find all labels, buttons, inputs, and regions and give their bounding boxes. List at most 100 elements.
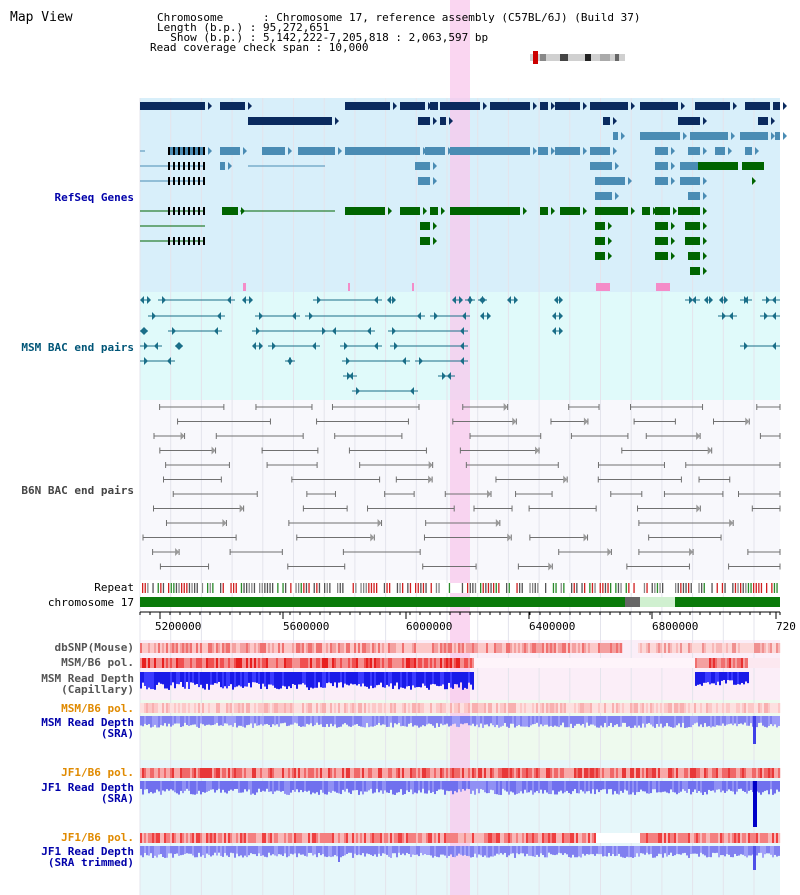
- polymorphism-bin: [328, 703, 331, 713]
- polymorphism-bin: [272, 833, 275, 843]
- polymorphism-bin: [334, 833, 337, 843]
- polymorphism-bin: [284, 658, 287, 668]
- polymorphism-bin: [544, 703, 547, 713]
- depth-bin: [732, 716, 734, 726]
- depth-bin: [414, 846, 416, 855]
- polymorphism-bin: [735, 658, 738, 668]
- polymorphism-bin: [322, 768, 325, 778]
- polymorphism-bin: [378, 768, 381, 778]
- exon-tick: [193, 162, 195, 170]
- depth-bin: [194, 716, 196, 725]
- depth-bin: [676, 716, 678, 726]
- polymorphism-bin: [588, 703, 591, 713]
- polymorphism-bin: [576, 643, 579, 653]
- polymorphism-bin: [470, 643, 473, 653]
- polymorphism-bin: [300, 643, 303, 653]
- track-label-jf1-depth-trimmed[interactable]: JF1 Read Depth (SRA trimmed): [41, 845, 134, 869]
- polymorphism-bin: [748, 643, 751, 653]
- polymorphism-bin: [694, 703, 697, 713]
- gene-feature: [262, 147, 285, 155]
- polymorphism-bin: [614, 643, 617, 653]
- track-label-repeat[interactable]: Repeat: [94, 581, 134, 594]
- polymorphism-bin: [690, 768, 693, 778]
- polymorphism-bin: [474, 833, 477, 843]
- track-label-msm-depth-capillary[interactable]: MSM Read Depth (Capillary): [41, 672, 134, 696]
- polymorphism-bin: [430, 703, 433, 713]
- polymorphism-bin: [268, 658, 271, 668]
- gene-feature: [775, 132, 780, 140]
- polymorphism-bin: [418, 643, 421, 653]
- polymorphism-bin: [292, 643, 295, 653]
- polymorphism-bin: [436, 703, 439, 713]
- depth-bin: [442, 672, 444, 685]
- polymorphism-bin: [156, 833, 159, 843]
- depth-bin: [172, 781, 174, 791]
- depth-bin: [156, 781, 158, 790]
- depth-bin: [370, 716, 372, 727]
- polymorphism-bin: [544, 833, 547, 843]
- depth-bin: [344, 716, 346, 724]
- track-label-refseq[interactable]: RefSeq Genes: [54, 191, 134, 204]
- polymorphism-bin: [168, 703, 171, 713]
- track-label-chromosome[interactable]: chromosome 17: [47, 596, 134, 609]
- polymorphism-bin: [434, 703, 437, 713]
- track-label-msm-pol[interactable]: MSM/B6 pol.: [61, 656, 134, 669]
- polymorphism-bin: [464, 643, 467, 653]
- track-label-msm-pol-2[interactable]: MSM/B6 pol.: [61, 702, 134, 715]
- depth-bin: [352, 716, 354, 726]
- track-label-dbsnp[interactable]: dbSNP(Mouse): [54, 641, 134, 654]
- track-label-jf1-pol[interactable]: JF1/B6 pol.: [61, 766, 134, 779]
- depth-bin: [434, 716, 436, 728]
- polymorphism-bin: [580, 643, 583, 653]
- track-label-b6n-bac[interactable]: B6N BAC end pairs: [21, 484, 134, 497]
- depth-bin: [750, 781, 752, 791]
- depth-bin: [344, 781, 346, 792]
- polymorphism-bin: [376, 703, 379, 713]
- depth-bin: [310, 716, 312, 724]
- track-label-msm-depth-sra[interactable]: MSM Read Depth (SRA): [41, 716, 134, 740]
- depth-bin: [472, 846, 474, 858]
- polymorphism-bin: [680, 703, 683, 713]
- polymorphism-bin: [572, 703, 575, 713]
- depth-bin: [232, 672, 234, 690]
- depth-bin: [500, 781, 502, 795]
- depth-bin: [312, 781, 314, 793]
- polymorphism-bin: [520, 703, 523, 713]
- polymorphism-bin: [270, 658, 273, 668]
- polymorphism-bin: [542, 833, 545, 843]
- polymorphism-bin: [584, 703, 587, 713]
- polymorphism-bin: [476, 833, 479, 843]
- depth-bin: [300, 716, 302, 727]
- polymorphism-bin: [270, 643, 273, 653]
- polymorphism-bin: [600, 768, 603, 778]
- depth-bin: [694, 846, 696, 854]
- polymorphism-bin: [144, 703, 147, 713]
- track-label-msm-bac[interactable]: MSM BAC end pairs: [21, 341, 134, 354]
- polymorphism-bin: [732, 703, 735, 713]
- repeat-feature: [183, 583, 185, 593]
- polymorphism-bin: [544, 768, 547, 778]
- track-label-jf1-depth-sra[interactable]: JF1 Read Depth (SRA): [41, 781, 134, 805]
- polymorphism-bin: [260, 703, 263, 713]
- polymorphism-bin: [478, 833, 481, 843]
- track-label-jf1-pol-2[interactable]: JF1/B6 pol.: [61, 831, 134, 844]
- polymorphism-bin: [354, 768, 357, 778]
- depth-bin: [274, 781, 276, 792]
- depth-bin: [302, 716, 304, 727]
- depth-bin: [256, 716, 258, 726]
- polymorphism-bin: [400, 768, 403, 778]
- polymorphism-bin: [144, 833, 147, 843]
- polymorphism-bin: [338, 658, 341, 668]
- gene-feature: [688, 192, 700, 200]
- polymorphism-bin: [484, 833, 487, 843]
- polymorphism-bin: [298, 643, 301, 653]
- polymorphism-bin: [308, 768, 311, 778]
- depth-bin: [450, 781, 452, 791]
- polymorphism-bin: [308, 833, 311, 843]
- polymorphism-bin: [600, 703, 603, 713]
- depth-bin: [717, 672, 719, 682]
- polymorphism-bin: [148, 658, 151, 668]
- polymorphism-bin: [614, 703, 617, 713]
- polymorphism-bin: [446, 768, 449, 778]
